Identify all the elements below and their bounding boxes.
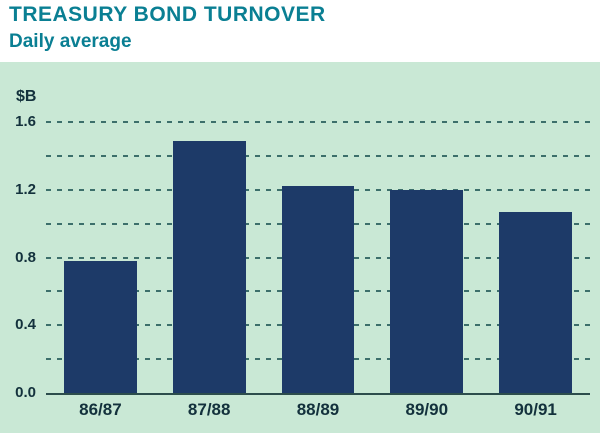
- gridline: [46, 121, 590, 123]
- bar-series: [46, 122, 590, 393]
- gridline: [46, 154, 590, 157]
- bar-slot: [46, 122, 155, 393]
- bar-slot: [155, 122, 264, 393]
- bar-90/91: [499, 211, 573, 393]
- y-tick-label: 1.2: [15, 180, 36, 198]
- x-tick-label: 89/90: [405, 400, 449, 419]
- bar-87/88: [172, 140, 246, 393]
- bar-slot: [372, 122, 481, 393]
- bar-86/87: [63, 260, 137, 393]
- y-axis: 0.0 0.4 0.8 1.2 1.6: [2, 113, 38, 401]
- x-tick-label: 90/91: [514, 400, 557, 419]
- y-tick-label: 0.0: [15, 384, 36, 401]
- bar-slot: [264, 122, 373, 393]
- bar-88/89: [281, 186, 355, 393]
- chart-title: TREASURY BOND TURNOVER: [9, 3, 326, 26]
- bar-89/90: [390, 189, 464, 393]
- chart-panel: $B 0.0 0.4 0.8 1.2 1.6 86/87 87/88 88/89 89/90 9…: [0, 62, 600, 433]
- x-tick-label: 87/88: [187, 400, 231, 419]
- x-tick-label: 86/87: [79, 400, 122, 419]
- y-tick-label: 0.4: [15, 316, 36, 334]
- chart-subtitle: Daily average: [9, 31, 132, 52]
- plot-area: [46, 121, 590, 395]
- bar-slot: [481, 122, 590, 393]
- y-tick-label: 0.8: [15, 248, 36, 266]
- chart-header: TREASURY BOND TURNOVER Daily average: [0, 0, 600, 62]
- x-tick-label: 88/89: [296, 400, 340, 419]
- x-axis: 86/87 87/88 88/89 89/90 90/91: [46, 400, 590, 420]
- y-tick-label: 1.6: [15, 113, 36, 130]
- y-axis-unit-label: $B: [16, 88, 37, 105]
